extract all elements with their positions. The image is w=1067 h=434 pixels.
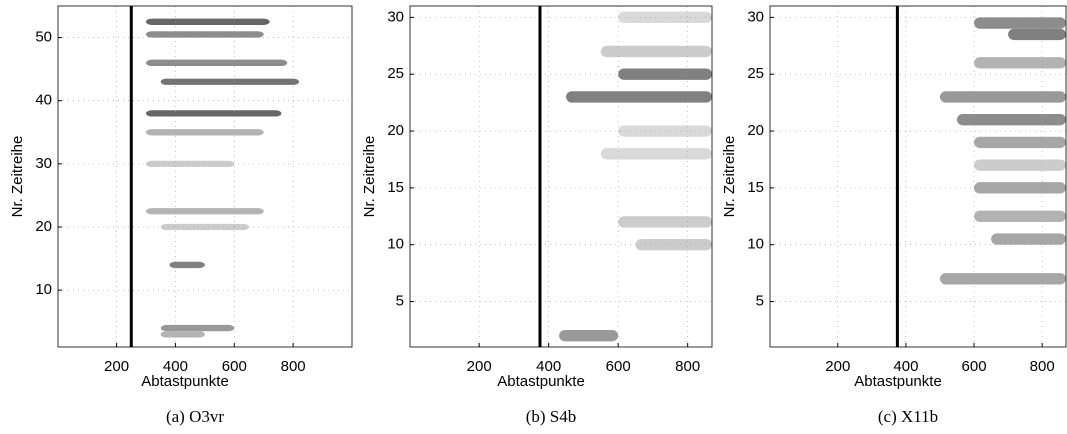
x-tick-label: 600 [962,358,987,375]
x-axis-label: Abtastpunkte [141,373,229,390]
heat-band [145,129,264,136]
heat-band [974,210,1066,222]
x-tick-label: 800 [1030,358,1055,375]
y-tick-label: 30 [387,8,404,25]
y-tick-label: 50 [35,29,52,46]
caption: (c) X11b [878,407,938,426]
heat-band [957,113,1066,126]
y-tick-label: 20 [35,218,52,235]
panel: 200 400 600 800 10 20 30 40 50 Abtastpunkte Nr. Ze… [9,5,353,426]
y-axis-label: Nr. Zeitreihe [9,136,26,218]
axes-frame [769,5,1067,348]
heat-band [974,17,1066,29]
y-tick-label: 25 [747,65,764,82]
heat-band [145,208,264,215]
x-axis-label: Abtastpunkte [854,373,942,390]
y-tick-label: 10 [387,236,404,253]
heat-band [160,223,249,231]
caption: (b) S4b [526,407,577,426]
y-tick-label: 20 [387,122,404,139]
x-tick-label: 800 [675,358,700,375]
y-axis-label: Nr. Zeitreihe [721,136,738,218]
x-tick-label: 400 [163,358,188,375]
plot-area [58,6,352,347]
heat-band [145,160,235,168]
heat-band [618,216,712,228]
y-axis-label: Nr. Zeitreihe [361,136,378,218]
axes-frame [409,5,713,348]
x-tick-label: 200 [467,358,492,375]
heat-band [635,239,712,251]
heat-band [145,110,282,117]
heat-band [566,91,712,103]
heat-band [600,148,712,160]
heat-band [939,273,1066,285]
heat-band [600,45,712,58]
heat-band [991,233,1066,245]
y-tick-label: 30 [747,8,764,25]
x-tick-label: 400 [536,358,561,375]
y-tick-label: 20 [747,122,764,139]
y-tick-label: 25 [387,65,404,82]
y-tick-label: 5 [756,293,764,310]
heat-band [160,78,300,85]
axes-frame [57,5,353,348]
x-tick-label: 600 [222,358,247,375]
heat-band [974,136,1066,149]
y-tick-label: 15 [387,179,404,196]
heat-band [160,324,235,332]
x-tick-label: 200 [104,358,129,375]
heat-band [169,261,205,269]
x-tick-label: 400 [893,358,918,375]
y-tick-label: 10 [747,236,764,253]
caption: (a) O3vr [166,407,224,426]
heat-band [145,59,288,66]
plot-area [410,6,712,347]
heat-band [145,31,264,38]
heat-band [974,57,1066,69]
heat-band [160,331,205,338]
heat-band [974,159,1066,171]
x-axis-label: Abtastpunkte [497,373,585,390]
heat-band [559,329,619,342]
y-tick-label: 30 [35,155,52,172]
y-tick-label: 5 [396,293,404,310]
x-tick-label: 800 [281,358,306,375]
y-tick-label: 40 [35,92,52,109]
panel: 200 400 600 800 5 10 15 20 25 30 Abtastpunkte Nr. Z… [721,5,1067,426]
x-tick-label: 200 [825,358,850,375]
y-tick-label: 15 [747,179,764,196]
y-tick-label: 10 [35,281,52,298]
heat-band [939,91,1066,103]
panel: 200 400 600 800 5 10 15 20 25 30 Abtastpunkte Nr. Z… [361,5,713,426]
heat-band [145,18,270,25]
x-tick-label: 600 [606,358,631,375]
heat-band [1008,28,1066,41]
